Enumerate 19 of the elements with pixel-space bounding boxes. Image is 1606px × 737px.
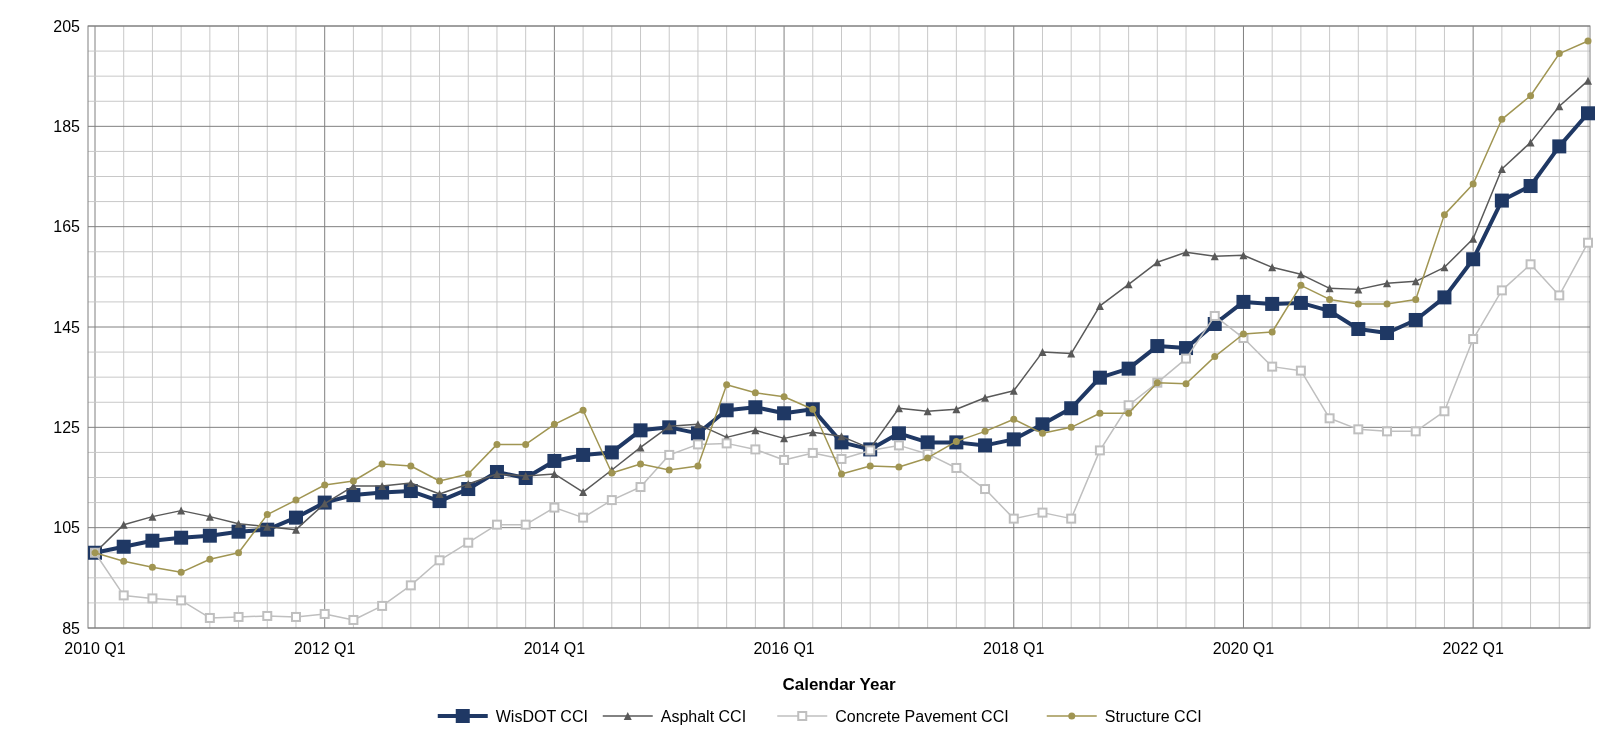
x-tick-label: 2022 Q1 (1442, 640, 1504, 657)
legend-label: Concrete Pavement CCI (835, 707, 1009, 725)
legend-label: Asphalt CCI (660, 707, 747, 725)
y-tick-label: 125 (53, 418, 81, 436)
legend-label: Structure CCI (1104, 707, 1202, 725)
y-tick-label: 185 (53, 117, 81, 135)
x-tick-label: 2020 Q1 (1212, 640, 1275, 657)
x-tick-label: 2018 Q1 (983, 640, 1045, 657)
y-tick-label: 105 (53, 519, 81, 537)
x-tick-label: 2012 Q1 (294, 640, 356, 657)
x-tick-label: 2014 Q1 (523, 640, 586, 657)
x-tick-label: 2016 Q1 (753, 640, 815, 657)
y-tick-label: 205 (53, 17, 81, 35)
y-tick-label: 145 (53, 318, 81, 336)
x-tick-label: 2010 Q1 (64, 640, 126, 657)
y-tick-label: 165 (53, 218, 81, 236)
y-tick-label: 85 (62, 619, 81, 637)
x-axis-title: Calendar Year (782, 675, 896, 694)
legend-label: WisDOT CCI (495, 707, 588, 725)
